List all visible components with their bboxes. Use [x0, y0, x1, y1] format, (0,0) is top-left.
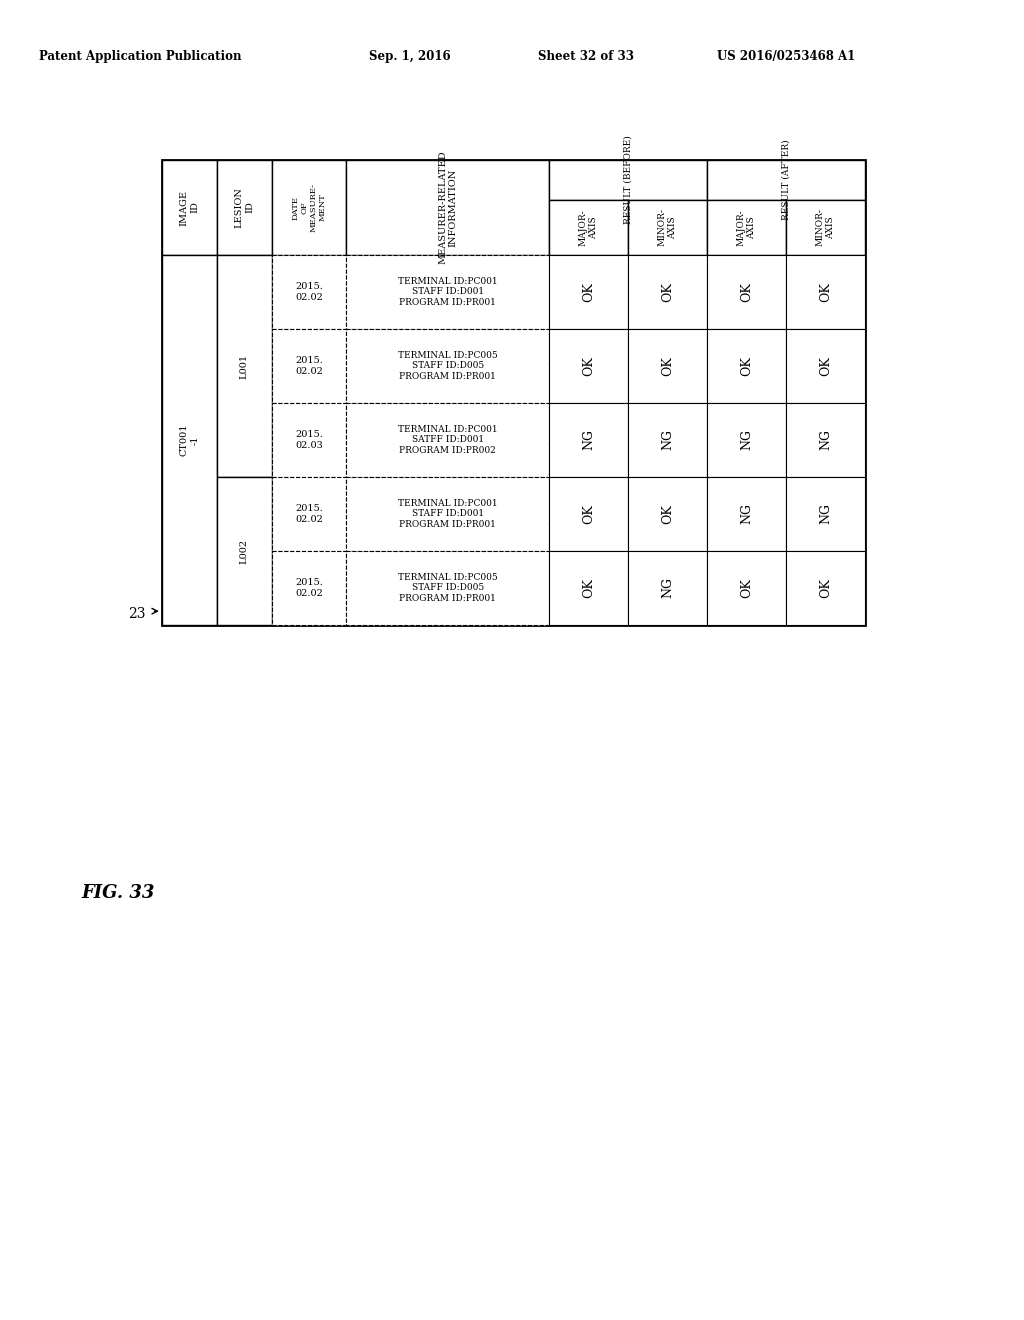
Text: TERMINAL ID:PC001
SATFF ID:D001
PROGRAM ID:PR002: TERMINAL ID:PC001 SATFF ID:D001 PROGRAM …	[398, 425, 498, 455]
Bar	[346, 160, 549, 255]
Text: L002: L002	[240, 539, 249, 564]
Bar	[271, 477, 346, 550]
Bar	[707, 160, 865, 199]
Text: OK: OK	[819, 282, 833, 302]
Bar	[628, 255, 707, 329]
Text: DATE
OF
MEASURE-
MENT: DATE OF MEASURE- MENT	[291, 183, 327, 232]
Bar	[271, 329, 346, 403]
Bar	[628, 550, 707, 624]
Bar	[271, 550, 346, 624]
Text: Sheet 32 of 33: Sheet 32 of 33	[538, 50, 634, 63]
Text: NG: NG	[582, 429, 595, 450]
Text: LESION
ID: LESION ID	[234, 187, 254, 228]
Text: TERMINAL ID:PC005
STAFF ID:D005
PROGRAM ID:PR001: TERMINAL ID:PC005 STAFF ID:D005 PROGRAM …	[397, 573, 498, 603]
Text: TERMINAL ID:PC001
STAFF ID:D001
PROGRAM ID:PR001: TERMINAL ID:PC001 STAFF ID:D001 PROGRAM …	[398, 499, 498, 529]
Text: NG: NG	[819, 503, 833, 524]
Text: 2015.
02.03: 2015. 02.03	[295, 430, 323, 450]
Text: OK: OK	[819, 578, 833, 598]
Bar	[217, 477, 271, 624]
Bar	[707, 403, 786, 477]
Text: NG: NG	[819, 429, 833, 450]
Text: OK: OK	[819, 356, 833, 376]
Text: OK: OK	[582, 282, 595, 302]
Text: TERMINAL ID:PC001
STAFF ID:D001
PROGRAM ID:PR001: TERMINAL ID:PC001 STAFF ID:D001 PROGRAM …	[398, 277, 498, 306]
Bar	[786, 403, 865, 477]
Bar	[549, 199, 628, 255]
Bar	[549, 255, 628, 329]
Text: OK: OK	[662, 504, 674, 524]
Bar	[549, 477, 628, 550]
Bar	[217, 255, 271, 477]
Bar	[707, 477, 786, 550]
Bar	[628, 199, 707, 255]
Text: FIG. 33: FIG. 33	[82, 884, 156, 903]
Text: RESULT (AFTER): RESULT (AFTER)	[781, 140, 791, 220]
Bar	[707, 255, 786, 329]
Text: RESULT (BEFORE): RESULT (BEFORE)	[624, 136, 633, 224]
Text: Patent Application Publication: Patent Application Publication	[39, 50, 242, 63]
Bar	[271, 255, 346, 329]
Text: MAJOR-
AXIS: MAJOR- AXIS	[737, 209, 757, 246]
Text: 2015.
02.02: 2015. 02.02	[295, 504, 323, 524]
Text: 23: 23	[128, 607, 145, 620]
Text: OK: OK	[582, 504, 595, 524]
Text: L001: L001	[240, 354, 249, 379]
Text: OK: OK	[582, 356, 595, 376]
Text: OK: OK	[740, 356, 753, 376]
Bar	[786, 550, 865, 624]
Bar	[346, 403, 549, 477]
Text: OK: OK	[740, 578, 753, 598]
Text: OK: OK	[662, 282, 674, 302]
Bar	[549, 160, 707, 199]
Text: MEASURER-RELATED
INFORMATION: MEASURER-RELATED INFORMATION	[438, 150, 458, 264]
Bar	[549, 550, 628, 624]
Text: 2015.
02.02: 2015. 02.02	[295, 356, 323, 376]
Bar	[707, 329, 786, 403]
Bar	[271, 403, 346, 477]
Text: NG: NG	[740, 429, 753, 450]
Text: Sep. 1, 2016: Sep. 1, 2016	[369, 50, 451, 63]
Text: OK: OK	[662, 356, 674, 376]
Bar	[707, 199, 786, 255]
Text: NG: NG	[662, 429, 674, 450]
Text: OK: OK	[582, 578, 595, 598]
Bar	[549, 329, 628, 403]
Bar	[346, 255, 549, 329]
Text: NG: NG	[662, 578, 674, 598]
Text: 2015.
02.02: 2015. 02.02	[295, 578, 323, 598]
Text: TERMINAL ID:PC005
STAFF ID:D005
PROGRAM ID:PR001: TERMINAL ID:PC005 STAFF ID:D005 PROGRAM …	[397, 351, 498, 381]
Bar	[162, 255, 217, 624]
Bar	[628, 329, 707, 403]
Text: 2015.
02.02: 2015. 02.02	[295, 282, 323, 302]
Bar	[786, 477, 865, 550]
Text: CT001
-1: CT001 -1	[180, 424, 199, 457]
Bar	[346, 550, 549, 624]
Bar	[217, 160, 271, 255]
Text: MINOR-
AXIS: MINOR- AXIS	[657, 209, 677, 247]
Text: US 2016/0253468 A1: US 2016/0253468 A1	[717, 50, 855, 63]
Text: OK: OK	[740, 282, 753, 302]
Bar	[549, 403, 628, 477]
Text: MINOR-
AXIS: MINOR- AXIS	[816, 209, 836, 247]
Bar	[271, 160, 346, 255]
Bar	[628, 403, 707, 477]
Bar	[707, 550, 786, 624]
Bar	[162, 160, 217, 255]
Text: MAJOR-
AXIS: MAJOR- AXIS	[579, 209, 598, 246]
Bar	[346, 477, 549, 550]
Bar	[786, 329, 865, 403]
Bar	[628, 477, 707, 550]
Text: NG: NG	[740, 503, 753, 524]
Bar	[786, 199, 865, 255]
Bar	[786, 255, 865, 329]
Bar	[346, 329, 549, 403]
Bar	[162, 160, 865, 624]
Text: IMAGE
ID: IMAGE ID	[180, 190, 199, 226]
